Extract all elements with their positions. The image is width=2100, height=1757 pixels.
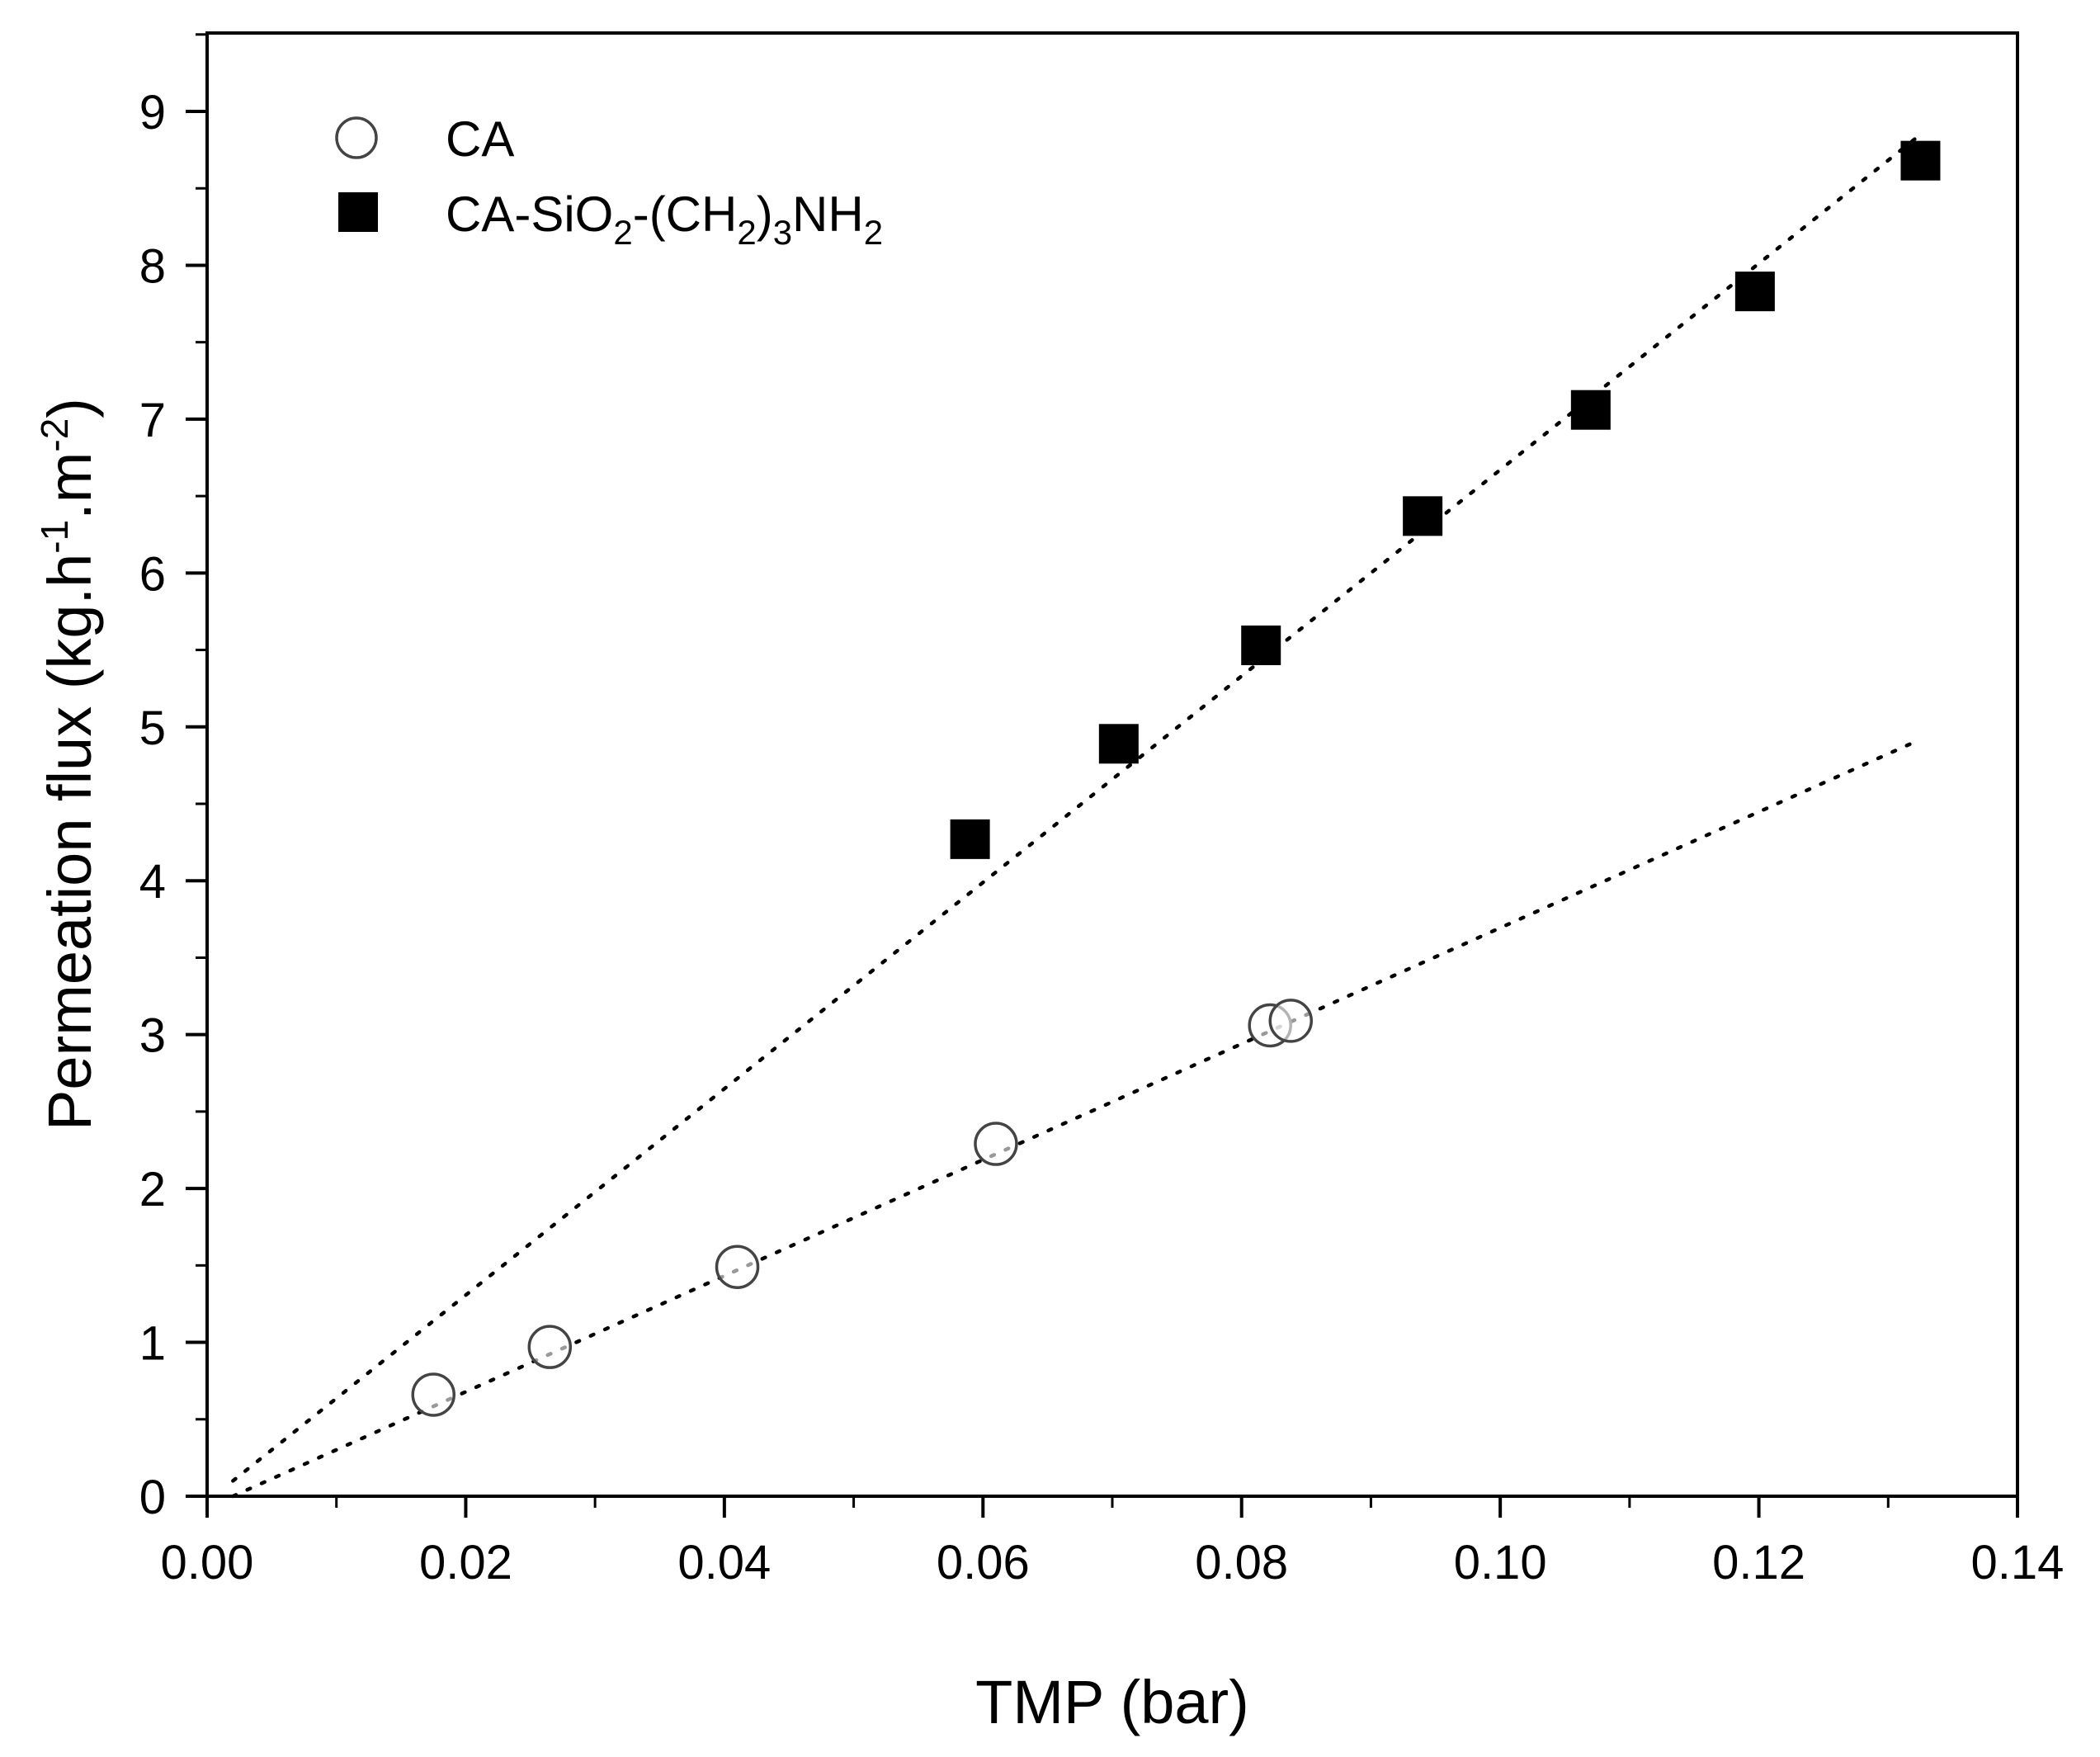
y-tick-label: 1 xyxy=(139,1317,166,1371)
y-tick-label: 0 xyxy=(139,1471,166,1524)
y-tick-label: 9 xyxy=(139,86,166,139)
x-tick-label: 0.02 xyxy=(419,1536,512,1589)
x-tick-label: 0.12 xyxy=(1712,1536,1805,1589)
x-tick-label: 0.10 xyxy=(1454,1536,1547,1589)
data-markers xyxy=(411,140,1941,1417)
data-point-ca xyxy=(411,1372,455,1417)
legend: CA CA-SiO2-(CH2)3NH2 xyxy=(335,111,883,252)
fit-line xyxy=(231,132,1923,1483)
y-tick-label: 8 xyxy=(139,239,166,293)
y-tick-label: 5 xyxy=(139,701,166,755)
y-tick-label: 3 xyxy=(139,1009,166,1063)
data-point-mod xyxy=(950,819,990,859)
x-tick-label: 0.06 xyxy=(937,1536,1030,1589)
y-tick-label: 4 xyxy=(139,855,166,909)
legend-mod-label: CA-SiO2-(CH2)3NH2 xyxy=(446,187,883,252)
data-point-mod xyxy=(1403,496,1443,536)
fit-lines xyxy=(231,132,1923,1499)
x-tick-label: 0.00 xyxy=(161,1536,254,1589)
data-point-mod xyxy=(1098,724,1139,764)
y-axis-ticks: 0 1 2 3 4 5 6 7 8 9 xyxy=(139,33,207,1524)
data-point-ca xyxy=(1268,999,1314,1043)
x-tick-label: 0.08 xyxy=(1195,1536,1288,1589)
data-point-ca xyxy=(974,1122,1018,1166)
x-tick-label: 0.14 xyxy=(1971,1536,2065,1589)
legend-ca-label: CA xyxy=(446,111,514,167)
data-point-mod xyxy=(1570,390,1611,430)
y-axis-title: Permeation flux (kg.h-1.m-2) xyxy=(33,398,104,1131)
y-tick-label: 2 xyxy=(139,1163,166,1216)
x-axis-title: TMP (bar) xyxy=(975,1668,1249,1736)
data-point-ca xyxy=(715,1245,760,1289)
legend-mod-marker xyxy=(338,192,378,232)
fit-line xyxy=(231,740,1916,1499)
data-point-ca xyxy=(527,1325,573,1369)
x-tick-label: 0.04 xyxy=(677,1536,771,1589)
data-point-mod xyxy=(1734,272,1775,312)
y-tick-label: 7 xyxy=(139,394,166,447)
y-tick-label: 6 xyxy=(139,547,166,601)
data-point-mod xyxy=(1241,625,1281,665)
data-point-mod xyxy=(1900,140,1941,181)
legend-ca-marker xyxy=(335,116,378,159)
x-axis-ticks: 0.00 0.02 0.04 0.06 0.08 0.10 0.12 0.14 xyxy=(161,1496,2065,1589)
